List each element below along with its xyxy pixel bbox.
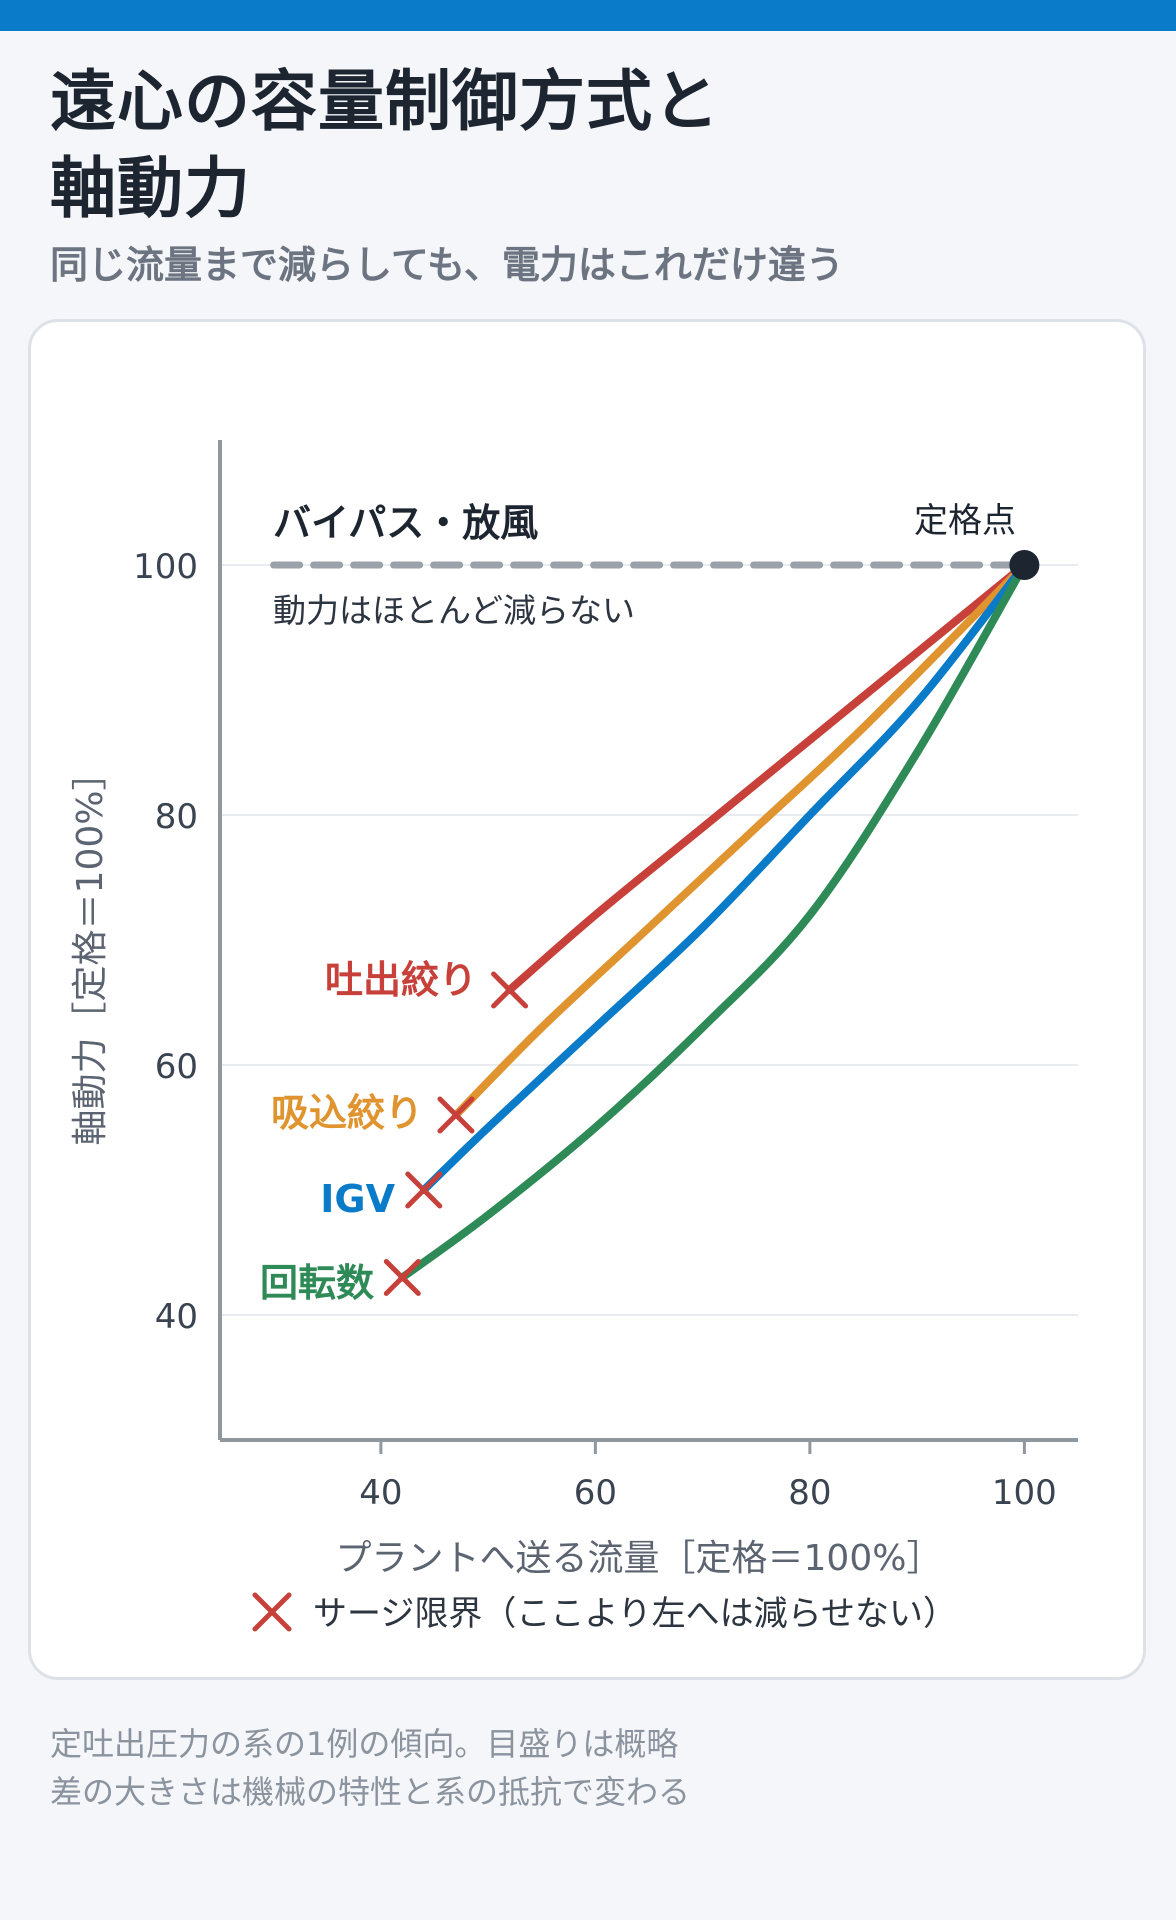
legend-surge-icon [252, 1592, 292, 1632]
series-label-speed: 回転数 [260, 1261, 374, 1305]
footnote-line-2: 差の大きさは機械の特性と系の抵抗で変わる [50, 1773, 691, 1811]
axes-layer: 40 60 80 100 40 60 80 100 プラントへ送る流量［定格＝100%］ 軸動力［… [70, 440, 1078, 1579]
series-line-speed [398, 561, 1029, 1282]
x-axis-title: プラントへ送る流量［定格＝100%］ [336, 1538, 943, 1579]
chart-card [28, 319, 1146, 1680]
series-label-igv: IGV [320, 1177, 395, 1221]
top-accent-bar [0, 0, 1176, 31]
surge-marker-speed-stroke-b [383, 1259, 421, 1296]
legend-surge-icon-stroke-b [252, 1592, 292, 1632]
series-line-suction [451, 561, 1029, 1119]
series-label-discharge: 吐出絞り [325, 958, 477, 1002]
footnote: 定吐出圧力の系の1例の傾向。目盛りは概略 差の大きさは機械の特性と系の抵抗で変わ… [50, 1720, 1130, 1816]
x-tick-label-100: 100 [992, 1473, 1057, 1513]
page-subtitle: 同じ流量まで減らしても、電力はこれだけ違う [50, 243, 844, 287]
y-axis-title: 軸動力［定格＝100%］ [70, 755, 111, 1146]
y-tick-label-40: 40 [155, 1297, 198, 1337]
bypass-note: 動力はほとんど減らない [273, 591, 635, 630]
surge-marker-speed [383, 1259, 421, 1296]
surge-marker-suction [437, 1096, 475, 1134]
x-tick-label-80: 80 [788, 1473, 831, 1513]
x-tick-label-60: 60 [574, 1473, 617, 1513]
series-line-discharge [505, 561, 1029, 994]
rated-point-marker [1009, 550, 1040, 580]
rated-point-label: 定格点 [914, 501, 1016, 541]
y-tick-label-60: 60 [155, 1047, 198, 1087]
legend-surge-label: サージ限界（ここより左へは減らせない） [313, 1594, 957, 1634]
y-tick-label-100: 100 [133, 547, 198, 587]
title-line-2: 軸動力 [50, 150, 251, 227]
marker-layer [383, 550, 1040, 1296]
x-tick-label-40: 40 [359, 1473, 402, 1513]
surge-marker-igv [405, 1171, 443, 1209]
y-tick-label-80: 80 [155, 797, 198, 837]
surge-marker-igv-stroke-b [405, 1171, 443, 1209]
footnote-line-1: 定吐出圧力の系の1例の傾向。目盛りは概略 [50, 1725, 679, 1763]
surge-marker-discharge [491, 971, 529, 1009]
page-title: 遠心の容量制御方式と 軸動力 [50, 58, 1130, 232]
surge-marker-discharge-stroke-b [491, 971, 529, 1009]
series-line-igv [419, 561, 1029, 1194]
surge-marker-suction-stroke-b [437, 1096, 475, 1134]
title-line-1: 遠心の容量制御方式と [50, 63, 720, 140]
series-layer [270, 561, 1029, 1282]
series-label-bypass: バイパス・放風 [273, 501, 538, 545]
series-label-suction: 吸込絞り [271, 1091, 423, 1135]
